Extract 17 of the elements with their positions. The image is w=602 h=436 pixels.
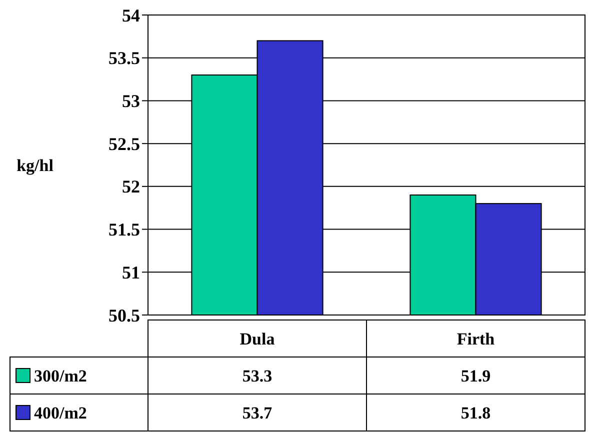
legend-label: 400/m2 — [34, 403, 87, 422]
legend-label: 300/m2 — [34, 366, 87, 386]
y-tick-label: 54 — [122, 5, 140, 26]
data-label: 53.3 — [242, 366, 272, 386]
y-tick-label: 52 — [122, 176, 140, 197]
y-tick-label: 51 — [122, 262, 140, 282]
data-label: 53.7 — [242, 403, 273, 422]
y-tick-label: 53 — [122, 91, 140, 112]
x-tick-label: Dula — [240, 329, 276, 348]
y-tick-label: 53.5 — [108, 48, 140, 68]
x-tick-label: Firth — [456, 329, 496, 348]
y-tick-label: 52.5 — [108, 134, 140, 154]
y-axis-title: kg/hl — [16, 156, 54, 175]
y-tick-label: 50.5 — [108, 305, 140, 326]
data-label: 51.8 — [460, 403, 491, 422]
y-tick-label: 51.5 — [108, 220, 140, 240]
data-label: 51.9 — [460, 366, 491, 386]
